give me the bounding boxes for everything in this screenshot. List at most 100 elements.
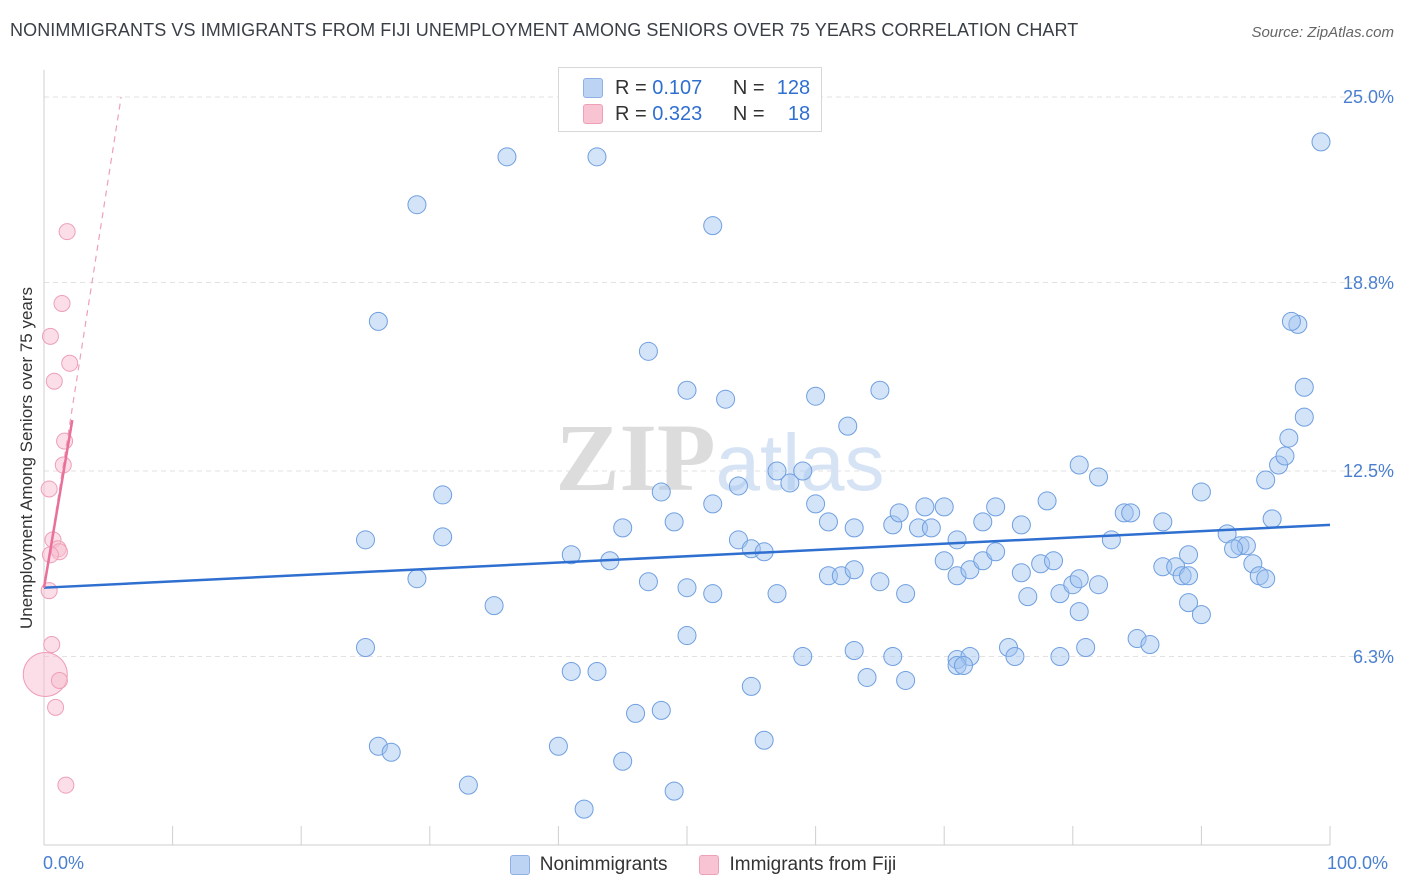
y-tick-label: 18.8% <box>1342 272 1394 293</box>
nonimmigrant-point <box>677 626 697 646</box>
nonimmigrant-point <box>1153 512 1173 532</box>
legend-item-nonimmigrants: Nonimmigrants <box>509 854 667 876</box>
legend-row-fiji: R = 0.323 N = 18 <box>583 102 810 126</box>
fiji-point <box>57 776 75 794</box>
nonimmigrant-point <box>921 518 941 538</box>
nonimmigrant-point <box>1243 554 1263 574</box>
nonimmigrant-point <box>433 527 453 547</box>
nonimmigrant-point <box>973 512 993 532</box>
nonimmigrant-point <box>741 676 761 696</box>
nonimmigrant-point <box>1037 491 1057 511</box>
nonimmigrants-swatch <box>583 78 603 98</box>
nonimmigrant-point <box>381 742 401 762</box>
nonimmigrant-point <box>1140 635 1160 655</box>
nonimmigrant-point <box>356 638 375 658</box>
nonimmigrant-point <box>1114 503 1134 523</box>
nonimmigrant-point <box>986 497 1006 517</box>
nonimmigrant-point <box>844 641 864 661</box>
nonimmigrant-point <box>844 518 864 538</box>
nonimmigrant-point <box>703 494 723 514</box>
nonimmigrant-point <box>1311 132 1331 152</box>
series-legend: Nonimmigrants Immigrants from Fiji <box>0 852 1406 878</box>
r-label: R = <box>615 102 647 125</box>
fiji-legend-swatch <box>699 855 720 875</box>
nonimmigrants-trend-line <box>43 523 1331 589</box>
stats-legend: R = 0.107 N = 128 R = 0.323 N = 18 <box>558 67 822 132</box>
nonimmigrant-point <box>1127 629 1147 649</box>
nonimmigrants-legend-swatch <box>509 855 530 875</box>
y-tick-label: 25.0% <box>1342 87 1394 107</box>
nonimmigrant-point <box>1005 647 1025 667</box>
n-value: 18 <box>787 102 811 125</box>
legend-item-fiji: Immigrants from Fiji <box>699 854 896 876</box>
nonimmigrant-point <box>806 386 826 406</box>
nonimmigrant-point <box>638 572 658 592</box>
watermark-zip: ZIP <box>555 404 715 511</box>
nonimmigrant-point <box>484 596 504 616</box>
nonimmigrant-point <box>368 311 388 331</box>
nonimmigrant-point <box>587 147 607 167</box>
nonimmigrant-point <box>883 515 903 535</box>
fiji-point <box>61 354 79 372</box>
nonimmigrant-point <box>953 655 973 675</box>
nonimmigrant-point <box>889 503 909 523</box>
nonimmigrant-point <box>1011 563 1031 583</box>
nonimmigrant-point <box>407 569 427 589</box>
fiji-point <box>43 636 61 654</box>
nonimmigrant-point <box>1262 509 1282 529</box>
trend-lines <box>42 96 1331 589</box>
nonimmigrant-point <box>1018 587 1038 607</box>
nonimmigrant-point <box>703 216 723 236</box>
nonimmigrant-point <box>1294 407 1314 427</box>
r-value: 0.107 <box>652 76 703 99</box>
fiji-point <box>41 327 59 345</box>
nonimmigrant-point <box>1179 593 1199 613</box>
nonimmigrant-point <box>1050 647 1070 667</box>
nonimmigrant-point <box>947 566 967 586</box>
fiji-point <box>47 698 65 716</box>
y-axis-label: Unemployment Among Seniors over 75 years <box>17 286 36 630</box>
nonimmigrant-point <box>870 572 890 592</box>
nonimmigrant-point <box>677 578 697 598</box>
source-label: Source: ZipAtlas.com <box>1251 24 1394 41</box>
nonimmigrant-point <box>857 667 877 687</box>
nonimmigrant-point <box>664 512 684 532</box>
nonimmigrant-point <box>561 661 581 681</box>
nonimmigrant-point <box>356 530 375 550</box>
nonimmigrant-point <box>728 476 748 496</box>
nonimmigrant-point <box>1069 602 1089 622</box>
nonimmigrant-point <box>613 751 633 771</box>
fiji-point <box>50 671 68 689</box>
nonimmigrant-point <box>831 566 851 586</box>
fiji-swatch <box>583 104 603 124</box>
nonimmigrant-point <box>767 461 787 481</box>
nonimmigrant-point <box>1076 638 1096 658</box>
fiji-trend-line <box>42 419 74 588</box>
nonimmigrant-point <box>651 700 671 720</box>
nonimmigrant-point <box>947 530 967 550</box>
nonimmigrant-point <box>664 781 684 801</box>
fiji-point <box>58 223 76 241</box>
n-label: N = <box>732 76 765 99</box>
nonimmigrant-point <box>626 703 646 723</box>
nonimmigrant-point <box>1275 446 1295 466</box>
nonimmigrant-point <box>793 461 813 481</box>
nonimmigrant-point <box>1256 470 1276 490</box>
nonimmigrant-point <box>638 341 658 361</box>
nonimmigrant-point <box>896 670 916 690</box>
nonimmigrant-point <box>870 380 890 400</box>
nonimmigrant-point <box>793 647 813 667</box>
n-value: 128 <box>776 76 811 99</box>
x-tick-min: 0.0% <box>43 853 85 873</box>
nonimmigrant-point <box>1236 536 1256 556</box>
nonimmigrant-point <box>1191 605 1211 625</box>
nonimmigrant-point <box>1089 467 1109 487</box>
nonimmigrant-point <box>433 485 453 505</box>
nonimmigrant-point <box>1191 482 1211 502</box>
nonimmigrant-point <box>780 473 800 493</box>
watermark: ZIPatlas <box>555 404 884 511</box>
nonimmigrant-point <box>1101 530 1121 550</box>
legend-row-nonimmigrants: R = 0.107 N = 128 <box>583 76 810 100</box>
nonimmigrant-point <box>561 545 581 565</box>
